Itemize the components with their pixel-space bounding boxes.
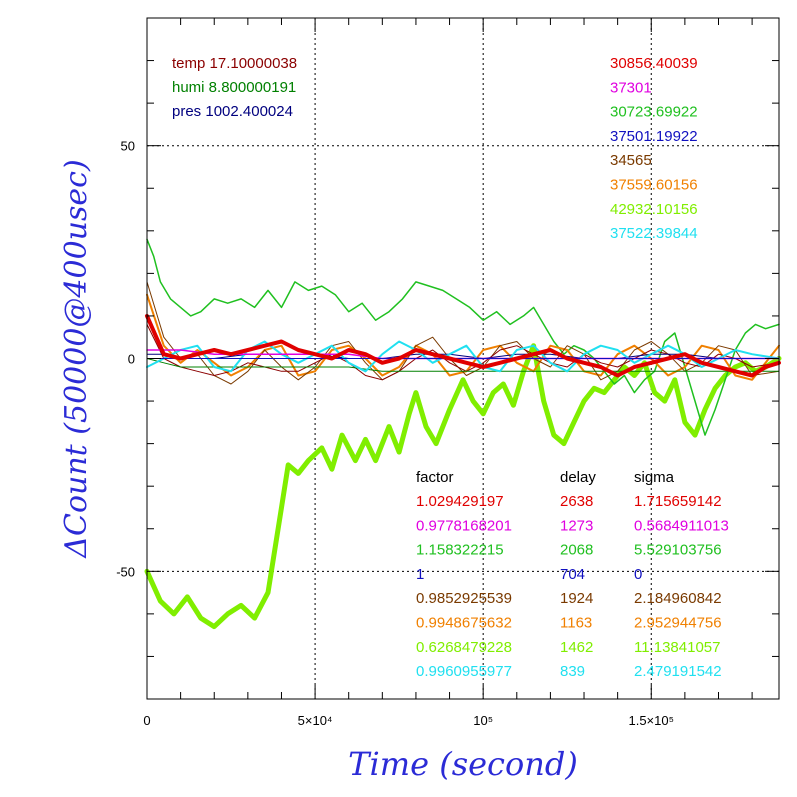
param-sigma-cell: 11.13841057 bbox=[634, 639, 720, 656]
param-delay-cell: 1462 bbox=[560, 639, 593, 656]
param-header-delay: delay bbox=[560, 469, 596, 486]
x-tick-label: 1.5×10⁵ bbox=[628, 713, 674, 728]
x-tick-label: 10⁵ bbox=[473, 713, 493, 728]
mean-legend-entry: 37301 bbox=[610, 79, 652, 96]
env-legend-entry: humi 8.800000191 bbox=[172, 79, 296, 96]
mean-legend-entry: 37501.19922 bbox=[610, 128, 698, 145]
mean-legend-entry: 42932.10156 bbox=[610, 201, 698, 218]
param-factor-cell: 0.6268479228 bbox=[416, 639, 512, 656]
param-sigma-cell: 5.529103756 bbox=[634, 542, 722, 559]
mean-values-legend: 30856.40039 37301 30723.69922 37501.19922 34… bbox=[610, 55, 698, 242]
param-delay-cell: 1273 bbox=[560, 517, 593, 534]
mean-legend-entry: 37559.60156 bbox=[610, 177, 698, 194]
mean-legend-entry: 30856.40039 bbox=[610, 55, 698, 72]
x-tick-label: 0 bbox=[143, 713, 150, 728]
series-group bbox=[144, 238, 782, 630]
param-sigma-cell: 0 bbox=[634, 566, 642, 583]
mean-legend-entry: 30723.69922 bbox=[610, 104, 698, 121]
y-tick-label: -50 bbox=[116, 564, 135, 579]
param-factor-cell: 1.029429197 bbox=[416, 493, 504, 510]
param-sigma-cell: 0.5684911013 bbox=[634, 517, 729, 534]
param-header-factor: factor bbox=[416, 469, 454, 486]
param-factor-cell: 0.9948675632 bbox=[416, 615, 512, 632]
param-factor-cell: 1 bbox=[416, 566, 424, 583]
y-axis-label: ΔCount (50000@400usec) bbox=[59, 159, 94, 558]
param-delay-cell: 2068 bbox=[560, 542, 593, 559]
param-sigma-cell: 2.479191542 bbox=[634, 663, 722, 680]
axis-ticks bbox=[146, 18, 779, 699]
param-sigma-cell: 2.184960842 bbox=[634, 590, 722, 607]
env-legend-entry: temp 17.10000038 bbox=[172, 55, 297, 72]
param-factor-cell: 0.9960955977 bbox=[416, 663, 512, 680]
param-factor-cell: 0.9778168201 bbox=[416, 517, 512, 534]
mean-legend-entry: 37522.39844 bbox=[610, 225, 698, 242]
series-line-0 bbox=[144, 343, 782, 630]
param-delay-cell: 1924 bbox=[560, 590, 593, 607]
param-delay-cell: 2638 bbox=[560, 493, 593, 510]
parameter-table: factor delay sigma 1.029429197 2638 1.7156591… bbox=[416, 469, 729, 680]
series-line-5 bbox=[146, 358, 780, 372]
param-sigma-cell: 2.952944756 bbox=[634, 615, 722, 632]
series-line-1 bbox=[146, 238, 780, 436]
param-factor-cell: 0.9852925539 bbox=[416, 590, 512, 607]
param-factor-cell: 1.158322215 bbox=[416, 542, 504, 559]
param-header-sigma: sigma bbox=[634, 469, 675, 486]
series-line-4 bbox=[146, 323, 780, 381]
y-tick-label: 0 bbox=[128, 352, 135, 367]
x-axis-label: Time (second) bbox=[348, 745, 578, 783]
mean-legend-entry: 34565 bbox=[610, 152, 652, 169]
series-line-2 bbox=[146, 293, 780, 381]
param-delay-cell: 704 bbox=[560, 566, 585, 583]
env-legend-entry: pres 1002.400024 bbox=[172, 103, 293, 120]
series-line-10 bbox=[145, 313, 781, 378]
param-delay-cell: 1163 bbox=[560, 615, 592, 632]
tick-labels: 0 5×10⁴ 10⁵ 1.5×10⁵ 50 0 -50 bbox=[116, 139, 674, 728]
y-tick-label: 50 bbox=[121, 139, 135, 154]
param-delay-cell: 839 bbox=[560, 663, 585, 680]
x-tick-label: 5×10⁴ bbox=[298, 713, 333, 728]
environment-legend: temp 17.10000038 humi 8.800000191 pres 100… bbox=[172, 55, 297, 120]
param-sigma-cell: 1.715659142 bbox=[634, 493, 722, 510]
